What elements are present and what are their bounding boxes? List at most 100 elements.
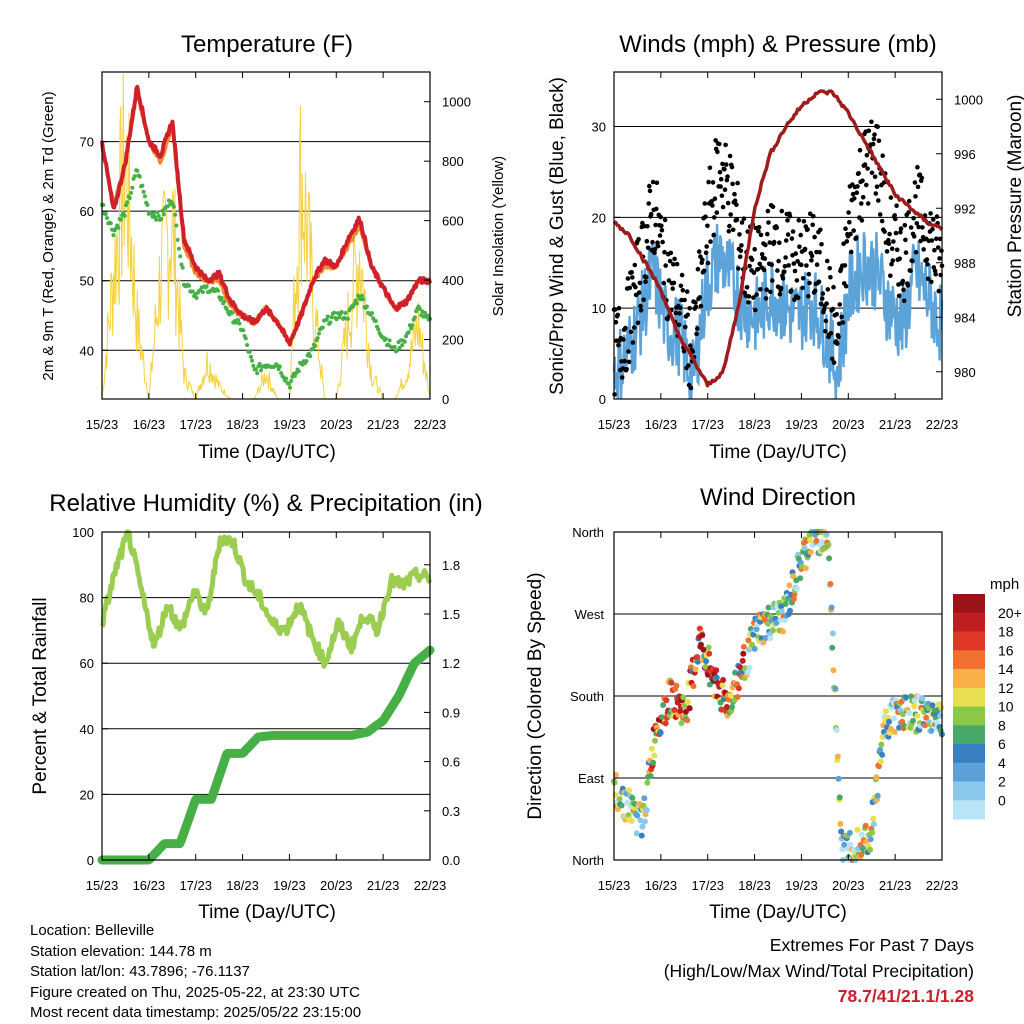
legend-swatch (953, 725, 985, 745)
gust-point (666, 278, 672, 283)
direction-point (836, 794, 843, 801)
direction-point (899, 718, 906, 725)
direction-point (718, 706, 725, 713)
gust-point (724, 162, 729, 167)
gust-point (629, 270, 634, 275)
gust-point (707, 165, 713, 171)
gust-point (650, 239, 655, 245)
dewpoint-point (286, 381, 291, 386)
direction-point (807, 549, 814, 556)
gust-point (705, 223, 710, 229)
dewpoint-point (289, 379, 294, 383)
x-tick-label: 19/23 (785, 878, 818, 893)
gust-point (817, 249, 822, 255)
gust-point (635, 320, 641, 326)
gust-point (860, 195, 866, 200)
gust-point (775, 268, 780, 273)
gust-point (836, 334, 841, 340)
gust-point (789, 236, 795, 241)
y-tick-label: South (570, 689, 604, 704)
gust-point (856, 171, 861, 176)
gust-point (872, 174, 878, 180)
gust-point (827, 266, 832, 271)
x-tick-label: 21/23 (879, 417, 912, 432)
direction-point (634, 812, 641, 819)
gust-point (672, 256, 677, 262)
gust-point (846, 210, 851, 215)
gust-point (792, 268, 798, 274)
dewpoint-point (142, 194, 147, 199)
gust-point (780, 276, 786, 281)
gust-point (774, 225, 779, 230)
direction-point (841, 841, 848, 848)
x-tick-label: 22/23 (926, 417, 959, 432)
y2-tick-label: 0.9 (442, 705, 460, 720)
pressure-series (612, 89, 944, 388)
direction-point (770, 627, 776, 634)
station-info: Location: Belleville Station elevation: … (30, 921, 361, 1024)
dewpoint-point (325, 314, 330, 319)
gust-point (703, 250, 709, 255)
gust-point (869, 170, 875, 176)
gust-point (934, 236, 939, 241)
gust-point (901, 298, 907, 304)
direction-point (713, 674, 720, 681)
gust-point (638, 308, 644, 313)
gust-point (807, 280, 812, 286)
gust-point (756, 224, 762, 230)
gust-point (884, 249, 890, 254)
dewpoint-point (245, 343, 250, 347)
legend-label: 16 (998, 642, 1014, 658)
dewpoint-point (154, 217, 159, 222)
gust-point (850, 191, 856, 197)
direction-point (678, 720, 685, 727)
y-tick-label: West (575, 607, 605, 622)
dewpoint-point (236, 318, 241, 323)
gust-point (661, 280, 667, 286)
gust-point (681, 348, 687, 354)
direction-point (706, 650, 713, 657)
dewpoint-point (250, 358, 255, 363)
dewpoint-point (251, 363, 256, 368)
gust-point (913, 249, 919, 255)
gust-point (727, 153, 733, 159)
gust-point (854, 190, 860, 195)
gust-point (824, 301, 829, 306)
gust-point (852, 196, 857, 201)
gust-point (937, 236, 943, 242)
gust-point (798, 232, 803, 238)
gust-point (936, 288, 942, 294)
dewpoint-point (253, 367, 258, 372)
gust-point (865, 166, 870, 171)
gust-point (749, 257, 755, 263)
dewpoint-point (141, 189, 146, 194)
direction-point (757, 618, 764, 625)
dewpoint-point (376, 327, 381, 332)
direction-point (629, 794, 636, 801)
gust-point (757, 261, 762, 267)
gust-point (913, 194, 918, 199)
dewpoint-point (159, 217, 164, 221)
gust-point (872, 132, 877, 137)
dewpoint-point (339, 310, 344, 314)
station-location: Location: Belleville (30, 922, 155, 939)
direction-point (719, 682, 726, 689)
gust-point (783, 238, 789, 243)
dewpoint-point (179, 262, 184, 267)
direction-point (781, 617, 788, 624)
winds-ylabel-right: Station Pressure (Maroon) (1005, 95, 1024, 318)
dewpoint-point (317, 331, 321, 336)
gust-point (874, 184, 880, 189)
y2-tick-label: 200 (442, 333, 464, 348)
direction-point (875, 763, 882, 770)
y2-tick-label: 0.6 (442, 755, 460, 770)
gust-point (831, 360, 837, 365)
gust-point (726, 229, 732, 234)
plot-frame (101, 531, 431, 861)
gust-point (920, 225, 925, 230)
x-tick-label: 17/23 (179, 878, 212, 893)
direction-point (647, 773, 654, 780)
gust-point (842, 263, 848, 268)
gust-point (888, 195, 894, 200)
